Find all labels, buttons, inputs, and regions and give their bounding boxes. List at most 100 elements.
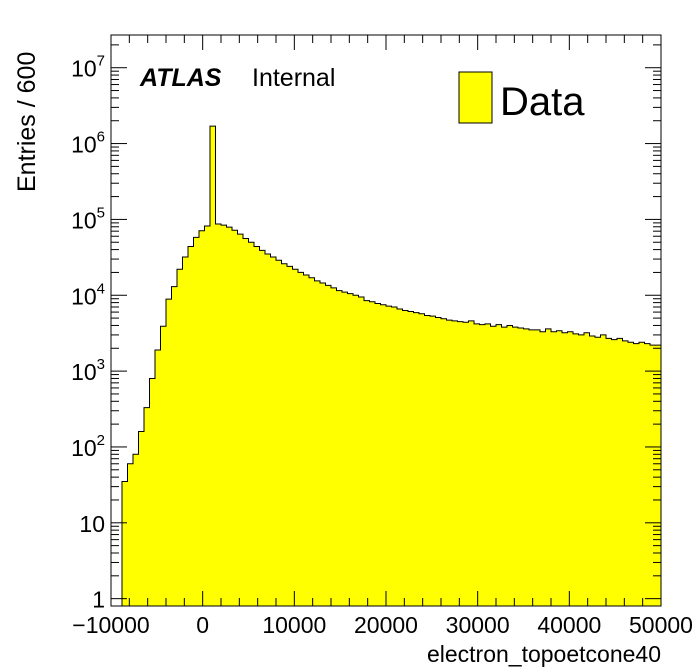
histogram-bar xyxy=(496,324,502,606)
histogram-bar xyxy=(518,328,524,606)
histogram-bar xyxy=(545,328,552,606)
histogram-bar xyxy=(347,293,354,606)
histogram-bar xyxy=(199,230,205,607)
histogram-bar xyxy=(248,242,255,606)
y-tick-label: 1 xyxy=(92,587,105,613)
histogram-bar xyxy=(650,345,656,606)
histogram-outline xyxy=(121,125,662,606)
y-tick-label: 105 xyxy=(71,204,105,233)
histogram-bar xyxy=(270,256,277,606)
histogram-bar xyxy=(171,286,178,606)
histogram-bar xyxy=(133,454,139,606)
histogram-bar xyxy=(325,285,332,606)
histogram-bars xyxy=(121,125,662,607)
histogram-bar xyxy=(397,308,403,606)
legend-swatch xyxy=(458,71,493,124)
histogram-bar xyxy=(551,331,557,606)
histogram-bar xyxy=(633,343,640,606)
y-tick-labels: 1 10 102 103 104 105 106 107 xyxy=(71,53,105,613)
histogram-bar xyxy=(320,283,326,606)
histogram-bar xyxy=(419,313,425,606)
histogram-bar xyxy=(435,317,442,606)
histogram-bar xyxy=(336,290,343,606)
histogram-bar xyxy=(644,343,651,606)
histogram-bar xyxy=(298,272,304,606)
histogram-bar xyxy=(457,321,464,606)
histogram-bar xyxy=(529,329,535,606)
histogram-bar xyxy=(391,307,398,606)
x-tick-label: 30000 xyxy=(446,612,510,638)
histogram-bar xyxy=(463,322,469,606)
legend: Data xyxy=(458,71,585,124)
histogram-bar xyxy=(232,230,238,606)
histogram-bar xyxy=(138,431,145,606)
histogram-bar xyxy=(215,223,222,606)
histogram-bar xyxy=(265,253,271,606)
histogram-bar xyxy=(501,327,508,606)
histogram-bar xyxy=(628,342,634,606)
histogram-bar xyxy=(523,328,530,606)
histogram-bar xyxy=(204,225,211,606)
y-axis-title: Entries / 600 xyxy=(13,52,41,192)
histogram-bar xyxy=(584,332,590,606)
histogram-bar xyxy=(507,325,513,606)
histogram-bar xyxy=(606,338,612,606)
y-tick-label: 102 xyxy=(71,432,105,461)
histogram-bar xyxy=(331,287,337,606)
histogram-bar xyxy=(149,378,156,606)
histogram-bar xyxy=(589,336,596,606)
atlas-status-label: Internal xyxy=(252,64,335,92)
x-tick-labels: −10000 0 10000 20000 30000 40000 50000 xyxy=(72,612,693,638)
histogram-bar xyxy=(314,280,321,606)
histogram-bar xyxy=(281,263,288,606)
histogram-bar xyxy=(358,296,365,606)
histogram-bar xyxy=(166,299,172,606)
histogram-bar xyxy=(221,225,227,607)
histogram-bar xyxy=(452,320,458,606)
histogram-bar xyxy=(622,340,629,606)
x-tick-label: 0 xyxy=(196,612,209,638)
histogram-bar xyxy=(160,326,167,606)
x-tick-label: 10000 xyxy=(262,612,326,638)
atlas-label: ATLAS xyxy=(139,64,222,92)
x-axis-title: electron_topoetcone40 xyxy=(427,641,661,667)
x-tick-label: 50000 xyxy=(629,612,693,638)
histogram-bar xyxy=(556,330,563,606)
histogram-bar xyxy=(177,269,183,606)
histogram-bar xyxy=(237,234,244,606)
histogram-bar xyxy=(276,260,282,606)
histogram-bar xyxy=(193,237,200,606)
histogram-bar xyxy=(254,246,260,606)
histogram-bar xyxy=(485,323,491,606)
histogram-bar xyxy=(287,266,293,606)
histogram-bar xyxy=(353,295,359,606)
plot-frame xyxy=(110,34,662,607)
histogram-bar xyxy=(122,481,128,606)
histogram-bar xyxy=(567,331,574,606)
histogram-bar xyxy=(446,320,453,606)
histogram-bar xyxy=(259,250,266,606)
histogram-bar xyxy=(562,332,568,606)
histogram-bar xyxy=(655,345,662,606)
histogram-bar xyxy=(182,256,189,606)
histogram-bar xyxy=(188,246,194,606)
histogram-bar xyxy=(413,312,420,606)
histogram-bar xyxy=(243,238,249,606)
legend-entry-label: Data xyxy=(500,80,585,124)
histogram-bar xyxy=(127,463,134,606)
histogram-bar xyxy=(573,333,579,606)
histogram-bar xyxy=(210,126,216,606)
histogram-bar xyxy=(292,269,299,606)
histogram-bar xyxy=(611,339,618,606)
histogram-bar xyxy=(540,331,546,606)
histogram-bar xyxy=(424,315,431,606)
histogram-bar xyxy=(595,337,601,606)
histogram-bar xyxy=(342,292,348,606)
histogram-bar xyxy=(600,334,607,606)
histogram-bar xyxy=(226,227,233,606)
histogram-bar xyxy=(386,306,392,606)
x-tick-label: −10000 xyxy=(72,612,149,638)
histogram-bar xyxy=(369,301,376,606)
histogram-bar xyxy=(402,310,409,606)
